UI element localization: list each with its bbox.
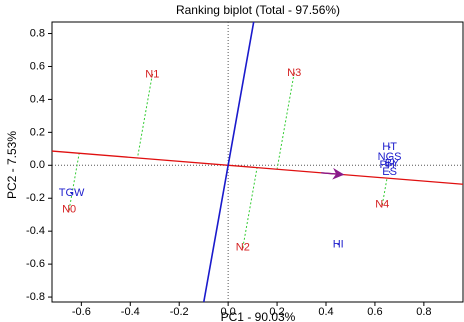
y-tick-label: -0.8 [26,291,45,303]
genotype-label: N2 [236,242,250,254]
y-axis-label: PC2 - 7.53% [5,131,19,199]
projection-line [68,153,80,210]
x-axis-label: PC1 - 90.03% [221,310,296,322]
y-tick-label: -0.6 [26,258,45,270]
genotype-point [293,72,295,74]
y-tick-label: 0.4 [30,93,45,105]
x-tick-label: -0.2 [170,306,189,318]
x-tick-label: -0.4 [121,306,140,318]
genotype-point [68,208,70,211]
trait-label: NGS [378,151,402,163]
x-tick-label: 0.0 [220,306,235,318]
x-tick-label: 0.4 [318,306,333,318]
trait-point [70,192,73,195]
y-tick-label: 0.2 [30,126,45,138]
trait-point [388,146,391,148]
y-tick-label: 0.6 [30,60,45,72]
y-tick-label: 0.0 [30,159,45,171]
projection-line [276,72,295,170]
trait-point [337,243,340,246]
projection-line [381,178,388,205]
genotype-label: N1 [145,69,159,81]
trait-point [388,171,391,173]
projection-line [136,74,153,159]
trait-label: HT [382,141,397,153]
y-tick-label: -0.4 [26,225,45,237]
trait-point [386,164,388,167]
genotype-label: N0 [62,204,76,216]
x-tick-label: 0.8 [416,306,431,318]
genotype-point [242,246,244,249]
plot-frame [51,21,464,303]
x-tick-label: 0.6 [367,306,382,318]
trait-point [391,162,393,165]
trait-label: PH [380,159,395,171]
trait-label: ES [382,166,397,178]
ave-axis-arrow [321,167,345,180]
projection-line [242,167,258,248]
x-tick-label: 0.2 [269,306,284,318]
genotype-label: N3 [287,67,301,79]
genotype-point [151,73,154,76]
genotype-label: N4 [375,199,389,211]
genotype-point [381,204,384,206]
y-tick-label: -0.2 [26,192,45,204]
trait-label: BY [385,158,400,170]
chart-title: Ranking biplot (Total - 97.56%) [176,3,340,17]
trait-label: TGW [59,187,85,199]
y-tick-label: 0.8 [30,27,45,39]
trait-label: HI [333,238,344,250]
ave-ordinate [202,21,255,303]
ave-axis [51,150,464,185]
trait-point [388,156,391,158]
x-tick-label: -0.6 [72,306,91,318]
